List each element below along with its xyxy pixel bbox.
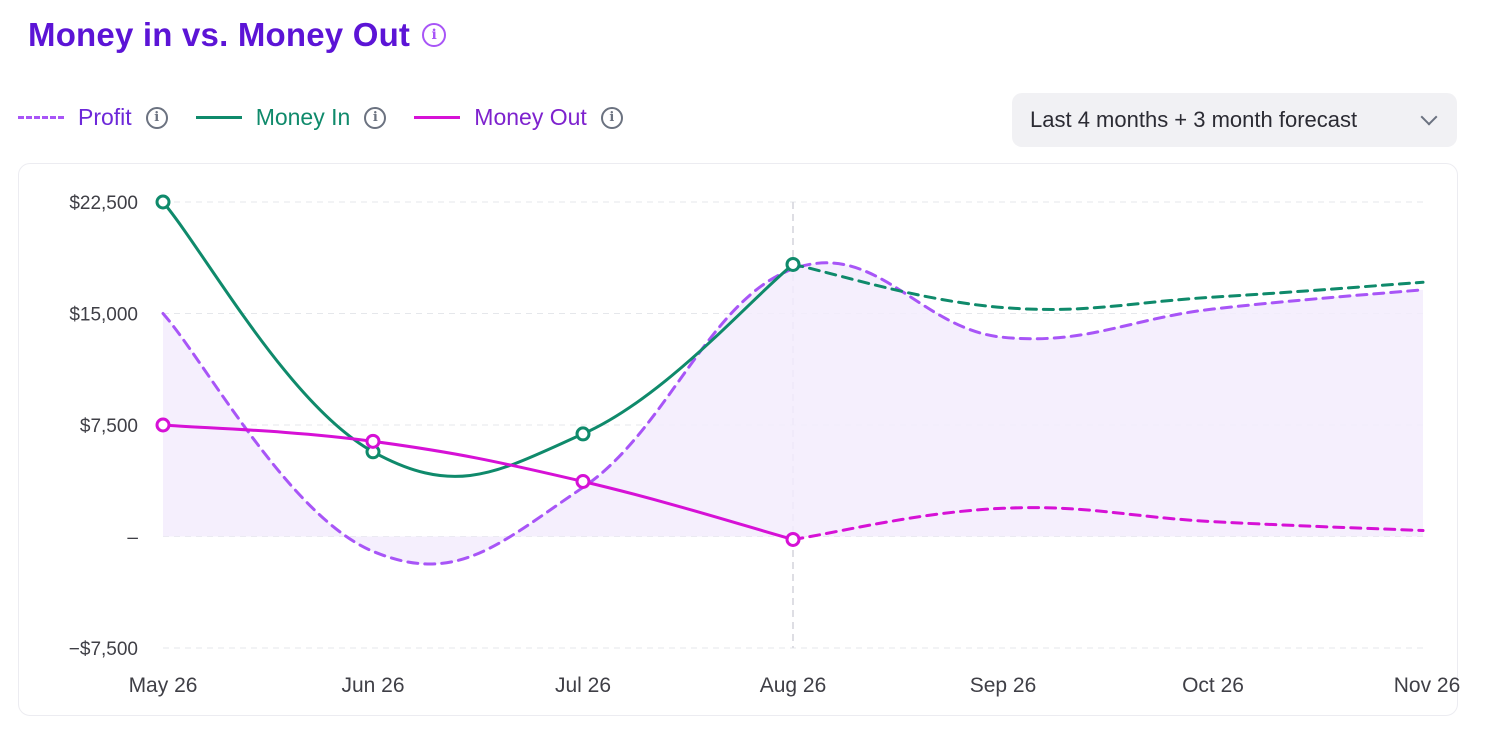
money-out-point[interactable]: [155, 417, 171, 433]
chart-legend: Profit i Money In i Money Out i: [18, 104, 651, 131]
profit-swatch: [18, 116, 64, 119]
range-select-value: Last 4 months + 3 month forecast: [1030, 107, 1358, 132]
x-tick-label: Aug 26: [760, 674, 827, 697]
money-in-line: [161, 200, 795, 478]
money-out-point[interactable]: [575, 473, 591, 489]
money-out-line: [161, 423, 795, 541]
legend-item-money-in[interactable]: Money In i: [195, 104, 387, 131]
y-tick-label: –: [127, 528, 138, 549]
title-row: Money in vs. Money Out i: [28, 16, 447, 54]
y-tick-label: $22,500: [69, 193, 138, 214]
y-tick-label: $7,500: [80, 416, 138, 437]
money-in-info-icon[interactable]: i: [364, 106, 387, 129]
x-tick-label: Oct 26: [1182, 674, 1244, 697]
money-in-forecast-line: [791, 262, 1425, 311]
x-tick-label: Jul 26: [555, 674, 611, 697]
money-in-point[interactable]: [155, 194, 171, 210]
profit-area: [163, 262, 1423, 564]
x-tick-label: May 26: [129, 674, 198, 697]
x-tick-label: Jun 26: [341, 674, 404, 697]
chart-card: [18, 163, 1458, 716]
money-out-forecast-line: [791, 506, 1425, 541]
x-tick-label: Nov 26: [1394, 674, 1461, 697]
money-out-swatch: [414, 116, 461, 119]
money-in-point[interactable]: [785, 256, 801, 272]
legend-label-money-in: Money In: [255, 104, 351, 130]
legend-item-profit[interactable]: Profit i: [18, 104, 168, 131]
money-in-point[interactable]: [575, 426, 591, 442]
y-tick-label: −$7,500: [69, 639, 138, 660]
money-out-point[interactable]: [365, 433, 381, 449]
legend-item-money-out[interactable]: Money Out i: [414, 104, 623, 131]
chart-title: Money in vs. Money Out: [28, 16, 411, 53]
legend-label-money-out: Money Out: [474, 104, 587, 130]
x-tick-label: Sep 26: [970, 674, 1037, 697]
y-tick-label: $15,000: [69, 305, 138, 326]
range-select[interactable]: Last 4 months + 3 month forecast: [1012, 93, 1457, 147]
money-in-swatch: [195, 116, 242, 119]
money-out-point[interactable]: [785, 531, 801, 547]
title-info-icon[interactable]: i: [422, 23, 447, 47]
legend-label-profit: Profit: [78, 104, 132, 130]
profit-info-icon[interactable]: i: [145, 106, 168, 129]
money-out-info-icon[interactable]: i: [600, 106, 623, 129]
profit-line: [161, 261, 1425, 566]
